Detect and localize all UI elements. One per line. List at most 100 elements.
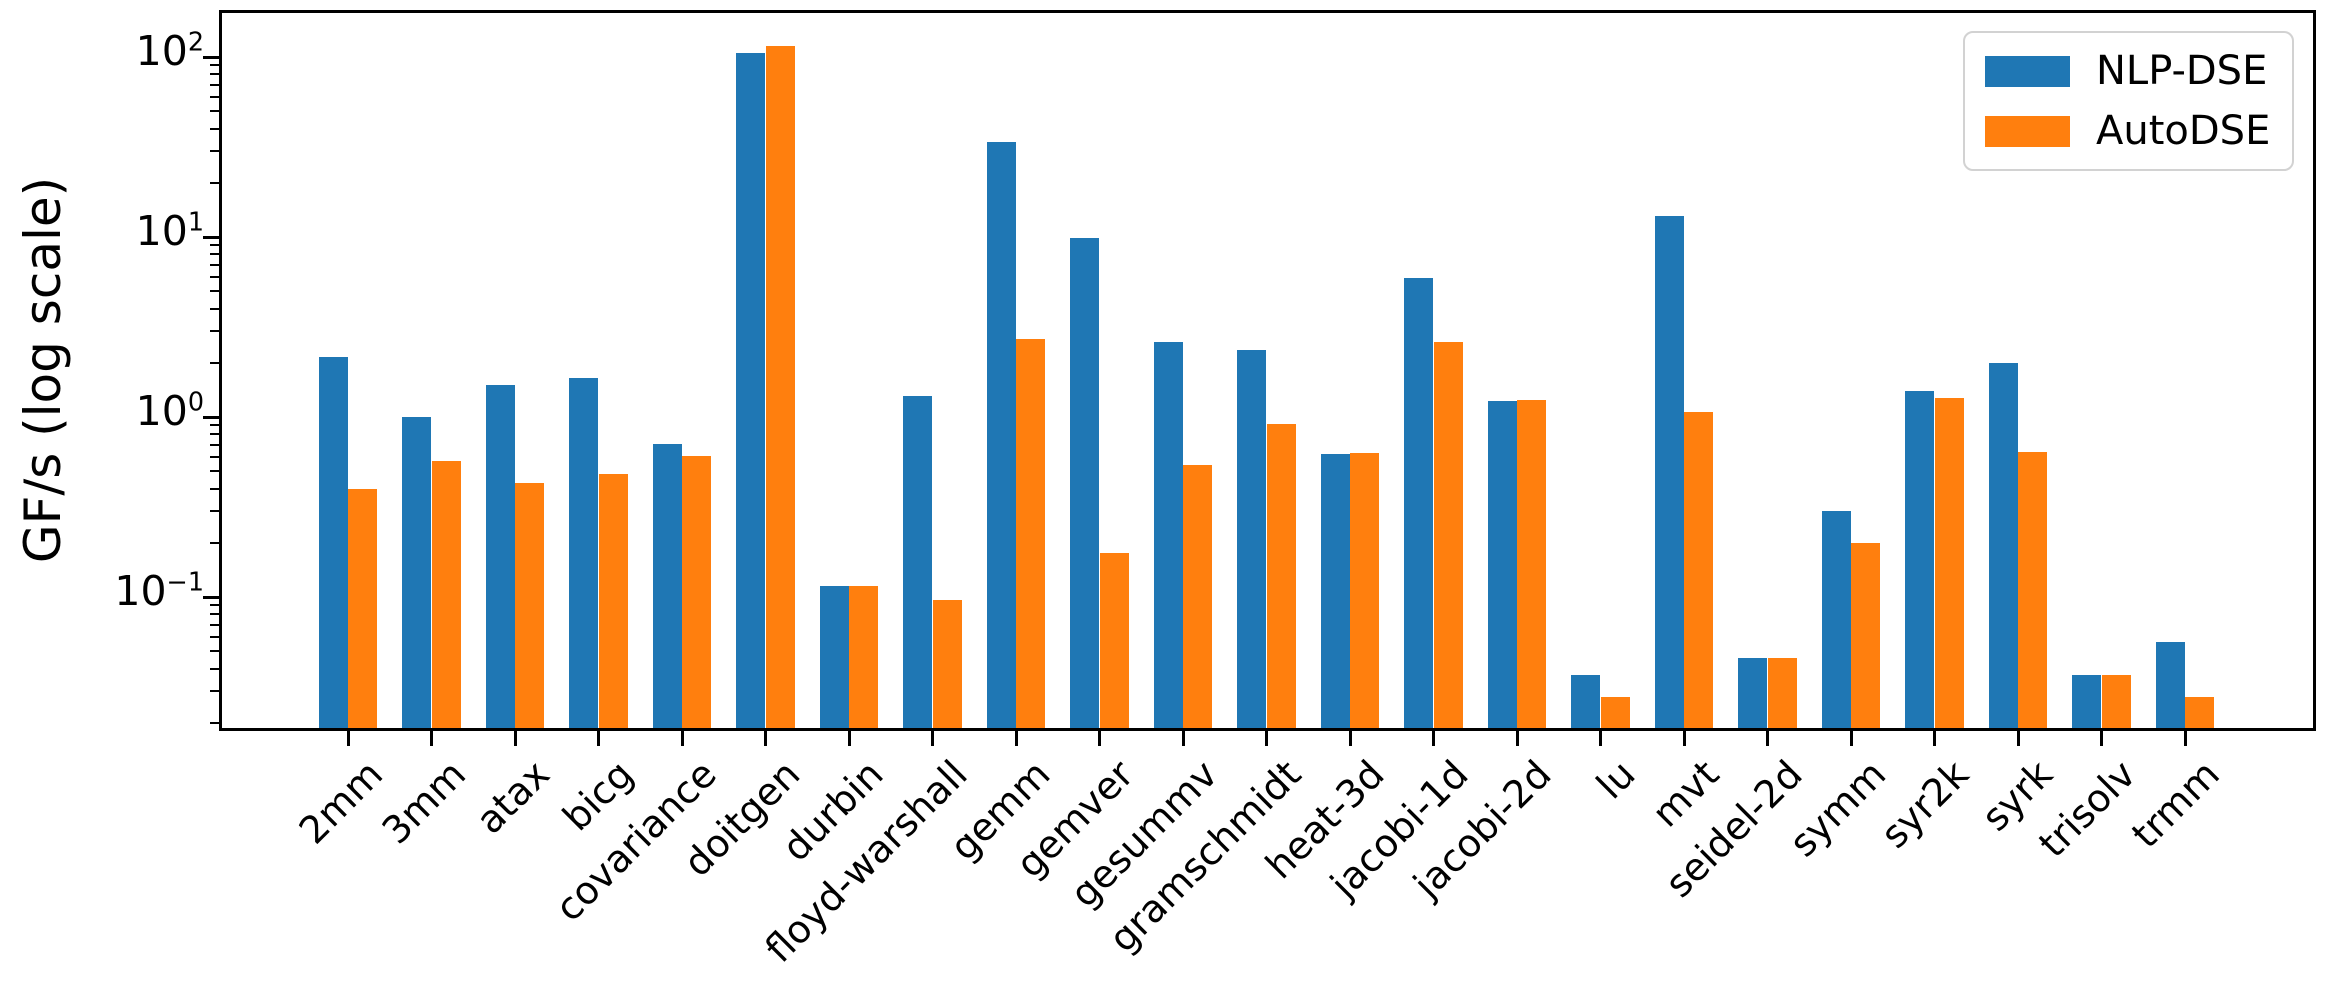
x-tick	[2100, 731, 2103, 746]
y-minor-tick	[210, 244, 219, 247]
x-tick	[346, 731, 350, 746]
y-minor-tick	[210, 64, 219, 67]
y-minor-tick	[210, 290, 219, 293]
plot-area	[203, 13, 2313, 728]
bar-autodse-jacobi-2d	[1517, 399, 1547, 728]
y-minor-tick	[210, 510, 219, 513]
bar-autodse-floyd-warshall	[932, 600, 962, 728]
bar-autodse-2mm	[348, 488, 378, 728]
bar-nlp-dse-jacobi-1d	[1404, 278, 1434, 728]
x-tick-label-trmm: trmm	[2123, 751, 2228, 857]
y-minor-tick	[210, 635, 219, 638]
bar-autodse-jacobi-1d	[1433, 342, 1463, 728]
y-minor-tick	[210, 73, 219, 76]
y-major-tick	[203, 415, 219, 419]
legend-label-nlp-dse: NLP-DSE	[2096, 48, 2268, 94]
y-minor-tick	[210, 487, 219, 490]
bar-nlp-dse-syr2k	[1905, 390, 1935, 728]
bar-nlp-dse-trisolv	[2072, 674, 2102, 728]
bar-nlp-dse-3mm	[402, 417, 432, 728]
bar-nlp-dse-symm	[1821, 511, 1851, 728]
bar-nlp-dse-bicg	[569, 377, 599, 728]
y-minor-tick	[210, 263, 219, 266]
bar-autodse-gemver	[1099, 553, 1129, 728]
bar-nlp-dse-seidel-2d	[1738, 657, 1768, 728]
x-tick	[597, 731, 600, 746]
bar-autodse-trmm	[2185, 696, 2215, 728]
bar-nlp-dse-2mm	[318, 357, 348, 728]
y-minor-tick	[210, 330, 219, 333]
bar-autodse-syr2k	[1934, 398, 1964, 728]
y-minor-tick	[210, 690, 219, 693]
y-minor-tick	[210, 650, 219, 653]
y-minor-tick	[210, 150, 219, 153]
bar-autodse-trisolv	[2101, 674, 2131, 728]
bar-nlp-dse-covariance	[652, 443, 682, 728]
bar-nlp-dse-gesummv	[1153, 342, 1183, 728]
y-minor-tick	[210, 623, 219, 626]
x-tick	[1933, 731, 1936, 746]
bar-nlp-dse-atax	[485, 385, 515, 728]
y-minor-tick	[210, 613, 219, 616]
x-tick-label-2mm: 2mm	[290, 751, 391, 853]
x-tick	[1682, 731, 1686, 746]
x-tick	[1432, 731, 1435, 746]
bar-nlp-dse-jacobi-2d	[1487, 400, 1517, 728]
y-tick-label: 102	[135, 26, 204, 75]
y-minor-tick	[210, 83, 219, 86]
bar-autodse-symm	[1851, 542, 1881, 728]
x-tick	[680, 731, 684, 746]
y-tick-label: 100	[135, 386, 204, 435]
y-minor-tick	[210, 110, 219, 113]
bar-nlp-dse-gramschmidt	[1237, 350, 1267, 728]
bar-nlp-dse-floyd-warshall	[903, 396, 933, 728]
bar-nlp-dse-gemver	[1070, 237, 1100, 728]
bar-autodse-covariance	[682, 455, 712, 728]
bar-nlp-dse-mvt	[1654, 216, 1684, 728]
bar-autodse-atax	[515, 482, 545, 728]
y-minor-tick	[210, 127, 219, 130]
bar-nlp-dse-heat-3d	[1320, 454, 1350, 728]
y-minor-tick	[210, 95, 219, 98]
y-minor-tick	[210, 604, 219, 607]
legend-row-autodse: AutoDSE	[1985, 111, 2272, 151]
y-minor-tick	[210, 181, 219, 184]
y-minor-tick	[210, 667, 219, 670]
bar-autodse-3mm	[431, 460, 461, 728]
legend-label-autodse: AutoDSE	[2096, 108, 2271, 154]
x-tick	[1265, 731, 1268, 746]
legend: NLP-DSE AutoDSE	[1963, 31, 2294, 171]
y-minor-tick	[210, 361, 219, 364]
x-tick	[847, 731, 851, 746]
legend-swatch-nlp-dse	[1985, 55, 2070, 87]
y-minor-tick	[210, 443, 219, 446]
bar-nlp-dse-syrk	[1988, 362, 2018, 728]
y-major-tick	[203, 235, 219, 239]
y-minor-tick	[210, 424, 219, 427]
x-tick	[1098, 731, 1101, 746]
bar-autodse-gesummv	[1183, 465, 1213, 728]
bar-nlp-dse-doitgen	[736, 53, 766, 728]
bar-autodse-mvt	[1684, 411, 1714, 728]
bar-nlp-dse-durbin	[819, 586, 849, 728]
x-tick	[2183, 731, 2187, 746]
y-minor-tick	[210, 253, 219, 256]
y-tick-label: 10−1	[114, 566, 204, 615]
y-tick-label: 101	[135, 206, 204, 255]
y-minor-tick	[210, 541, 219, 544]
x-tick	[1515, 731, 1519, 746]
y-major-tick	[203, 595, 219, 599]
x-tick	[1181, 731, 1185, 746]
x-tick-label-3mm: 3mm	[373, 751, 475, 853]
y-major-tick	[203, 55, 219, 59]
y-minor-tick	[210, 470, 219, 473]
y-minor-tick	[210, 307, 219, 310]
x-tick	[764, 731, 767, 746]
y-minor-tick	[210, 275, 219, 278]
bar-nlp-dse-gemm	[986, 142, 1016, 728]
bar-autodse-durbin	[849, 586, 879, 728]
bar-autodse-gemm	[1016, 339, 1046, 728]
bar-autodse-doitgen	[765, 46, 795, 728]
x-tick	[1849, 731, 1853, 746]
bar-autodse-gramschmidt	[1266, 423, 1296, 728]
